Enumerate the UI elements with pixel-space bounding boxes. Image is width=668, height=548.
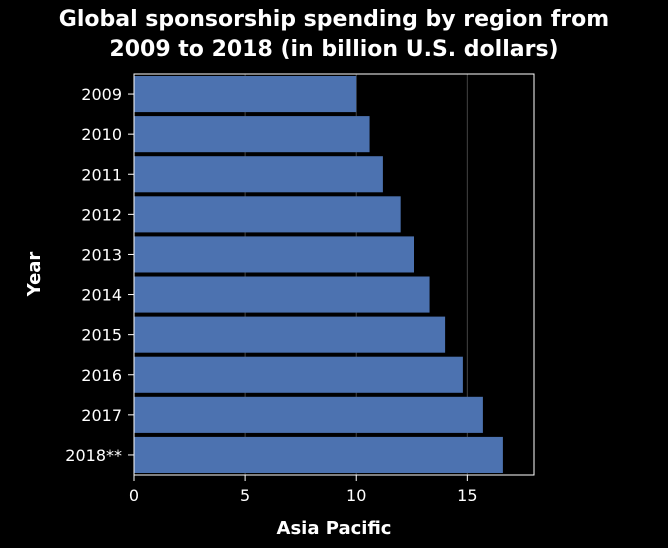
y-tick-label: 2012 — [81, 205, 122, 224]
chart-title-line-1: Global sponsorship spending by region fr… — [59, 7, 609, 32]
bar — [134, 396, 483, 433]
y-tick-layer: 2009 2010 2011 2012 2013 2014 2015 2016 2017 2018… — [65, 85, 134, 465]
bar — [134, 436, 503, 473]
y-tick-label: 2014 — [81, 286, 122, 305]
x-tick-label: 5 — [240, 486, 250, 505]
bar — [134, 76, 357, 113]
x-axis-title: Asia Pacific — [277, 518, 392, 539]
y-axis-title: Year — [24, 252, 45, 298]
bar — [134, 356, 463, 393]
y-tick-label: 2013 — [81, 245, 122, 264]
y-tick-label: 2009 — [81, 85, 122, 104]
y-tick-label: 2017 — [81, 406, 122, 425]
x-tick-label: 10 — [346, 486, 366, 505]
y-tick-label: 2016 — [81, 366, 122, 385]
bar-layer — [134, 76, 503, 473]
y-tick-label: 2015 — [81, 326, 122, 345]
bar — [134, 276, 430, 313]
x-tick-label: 0 — [129, 486, 139, 505]
bar — [134, 116, 370, 153]
bar — [134, 316, 446, 353]
bar — [134, 156, 383, 193]
chart-title-line-2: 2009 to 2018 (in billion U.S. dollars) — [109, 37, 558, 62]
y-tick-label: 2010 — [81, 125, 122, 144]
y-tick-label: 2011 — [81, 165, 122, 184]
x-tick-label: 15 — [457, 486, 477, 505]
x-tick-layer: 0 5 10 15 — [129, 475, 478, 505]
bar — [134, 236, 414, 273]
y-tick-label: 2018** — [65, 446, 122, 465]
bar — [134, 196, 401, 233]
plot-frame — [133, 73, 535, 476]
